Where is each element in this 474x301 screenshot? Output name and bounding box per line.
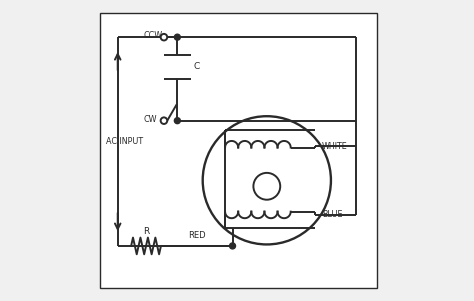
Text: RED: RED <box>188 231 206 240</box>
Text: R: R <box>143 227 149 236</box>
Circle shape <box>174 118 180 124</box>
Text: BLUE: BLUE <box>322 210 343 219</box>
Circle shape <box>161 34 167 40</box>
Circle shape <box>229 243 236 249</box>
Text: AC INPUT: AC INPUT <box>106 137 143 146</box>
Circle shape <box>161 117 167 124</box>
Text: C: C <box>194 63 200 72</box>
Circle shape <box>174 34 180 40</box>
Text: CCW: CCW <box>143 31 162 40</box>
Text: CW: CW <box>143 115 156 124</box>
Text: WHITE: WHITE <box>322 141 348 150</box>
